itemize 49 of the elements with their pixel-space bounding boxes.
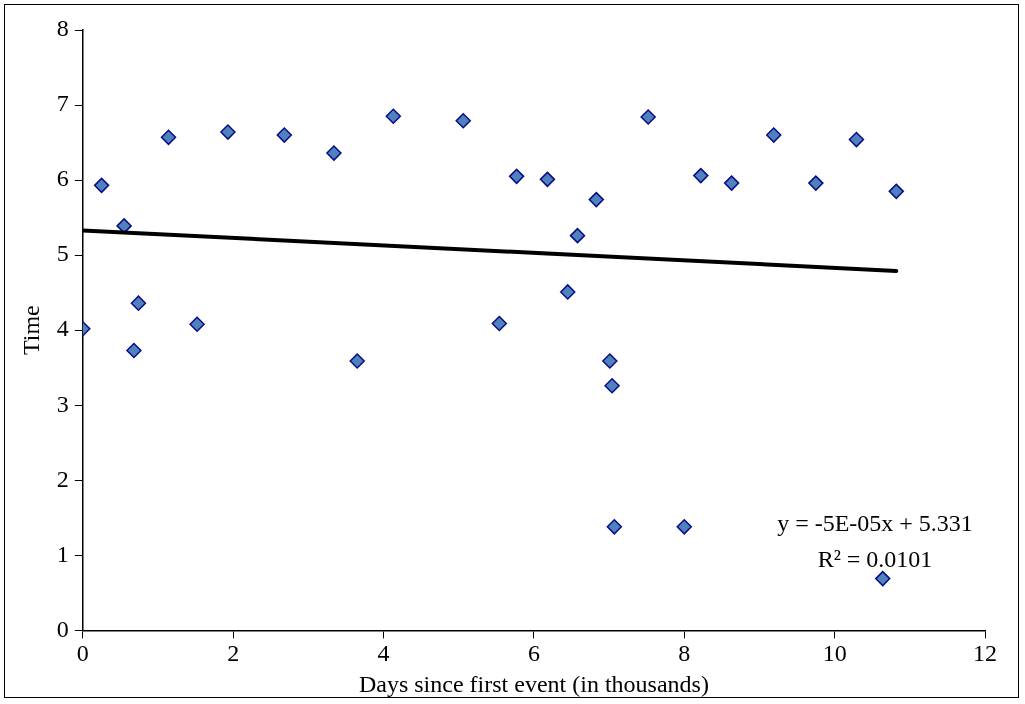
point <box>848 131 865 148</box>
point <box>875 570 891 587</box>
x-tick-label: 8 <box>678 640 691 667</box>
point <box>588 191 605 208</box>
point <box>640 109 656 125</box>
y-tick-label: 4 <box>56 315 69 342</box>
point <box>604 377 620 394</box>
point <box>220 124 236 140</box>
point <box>569 227 586 244</box>
y-tick-label: 5 <box>56 240 69 267</box>
x-tick-label: 10 <box>822 640 847 667</box>
point <box>602 353 618 369</box>
point <box>349 353 365 369</box>
x-tick-label: 4 <box>377 640 390 667</box>
x-axis-title: Days since first event (in thousands) <box>358 670 709 697</box>
point <box>723 175 740 191</box>
y-tick-label: 0 <box>56 615 69 642</box>
point <box>606 519 623 535</box>
y-axis-title: Time <box>17 305 44 356</box>
point <box>693 167 709 184</box>
annotation: R² = 0.0101 <box>817 545 933 572</box>
y-tick-label: 6 <box>56 165 69 192</box>
point <box>93 177 110 194</box>
point <box>559 284 576 300</box>
y-tick-label: 2 <box>56 465 69 492</box>
y-tick-label: 8 <box>56 15 69 42</box>
annotation: y = -5E-05x + 5.331 <box>777 509 973 536</box>
x-tick-label: 6 <box>527 640 540 667</box>
x-tick-label: 0 <box>76 640 89 667</box>
point <box>888 183 905 200</box>
point <box>130 295 147 311</box>
point <box>808 175 824 191</box>
point <box>126 342 142 359</box>
x-tick-label: 2 <box>227 640 240 667</box>
x-tick-label: 12 <box>973 640 997 667</box>
point <box>765 127 782 143</box>
point <box>189 316 205 332</box>
point <box>276 127 293 143</box>
point <box>385 108 402 125</box>
point <box>326 145 342 161</box>
point <box>455 113 471 129</box>
point <box>539 171 556 188</box>
point <box>676 519 693 535</box>
point <box>491 315 508 332</box>
point <box>508 168 525 185</box>
y-tick-label: 3 <box>56 390 69 417</box>
y-tick-label: 1 <box>56 540 69 567</box>
y-tick-label: 7 <box>56 90 69 117</box>
point <box>160 129 177 146</box>
